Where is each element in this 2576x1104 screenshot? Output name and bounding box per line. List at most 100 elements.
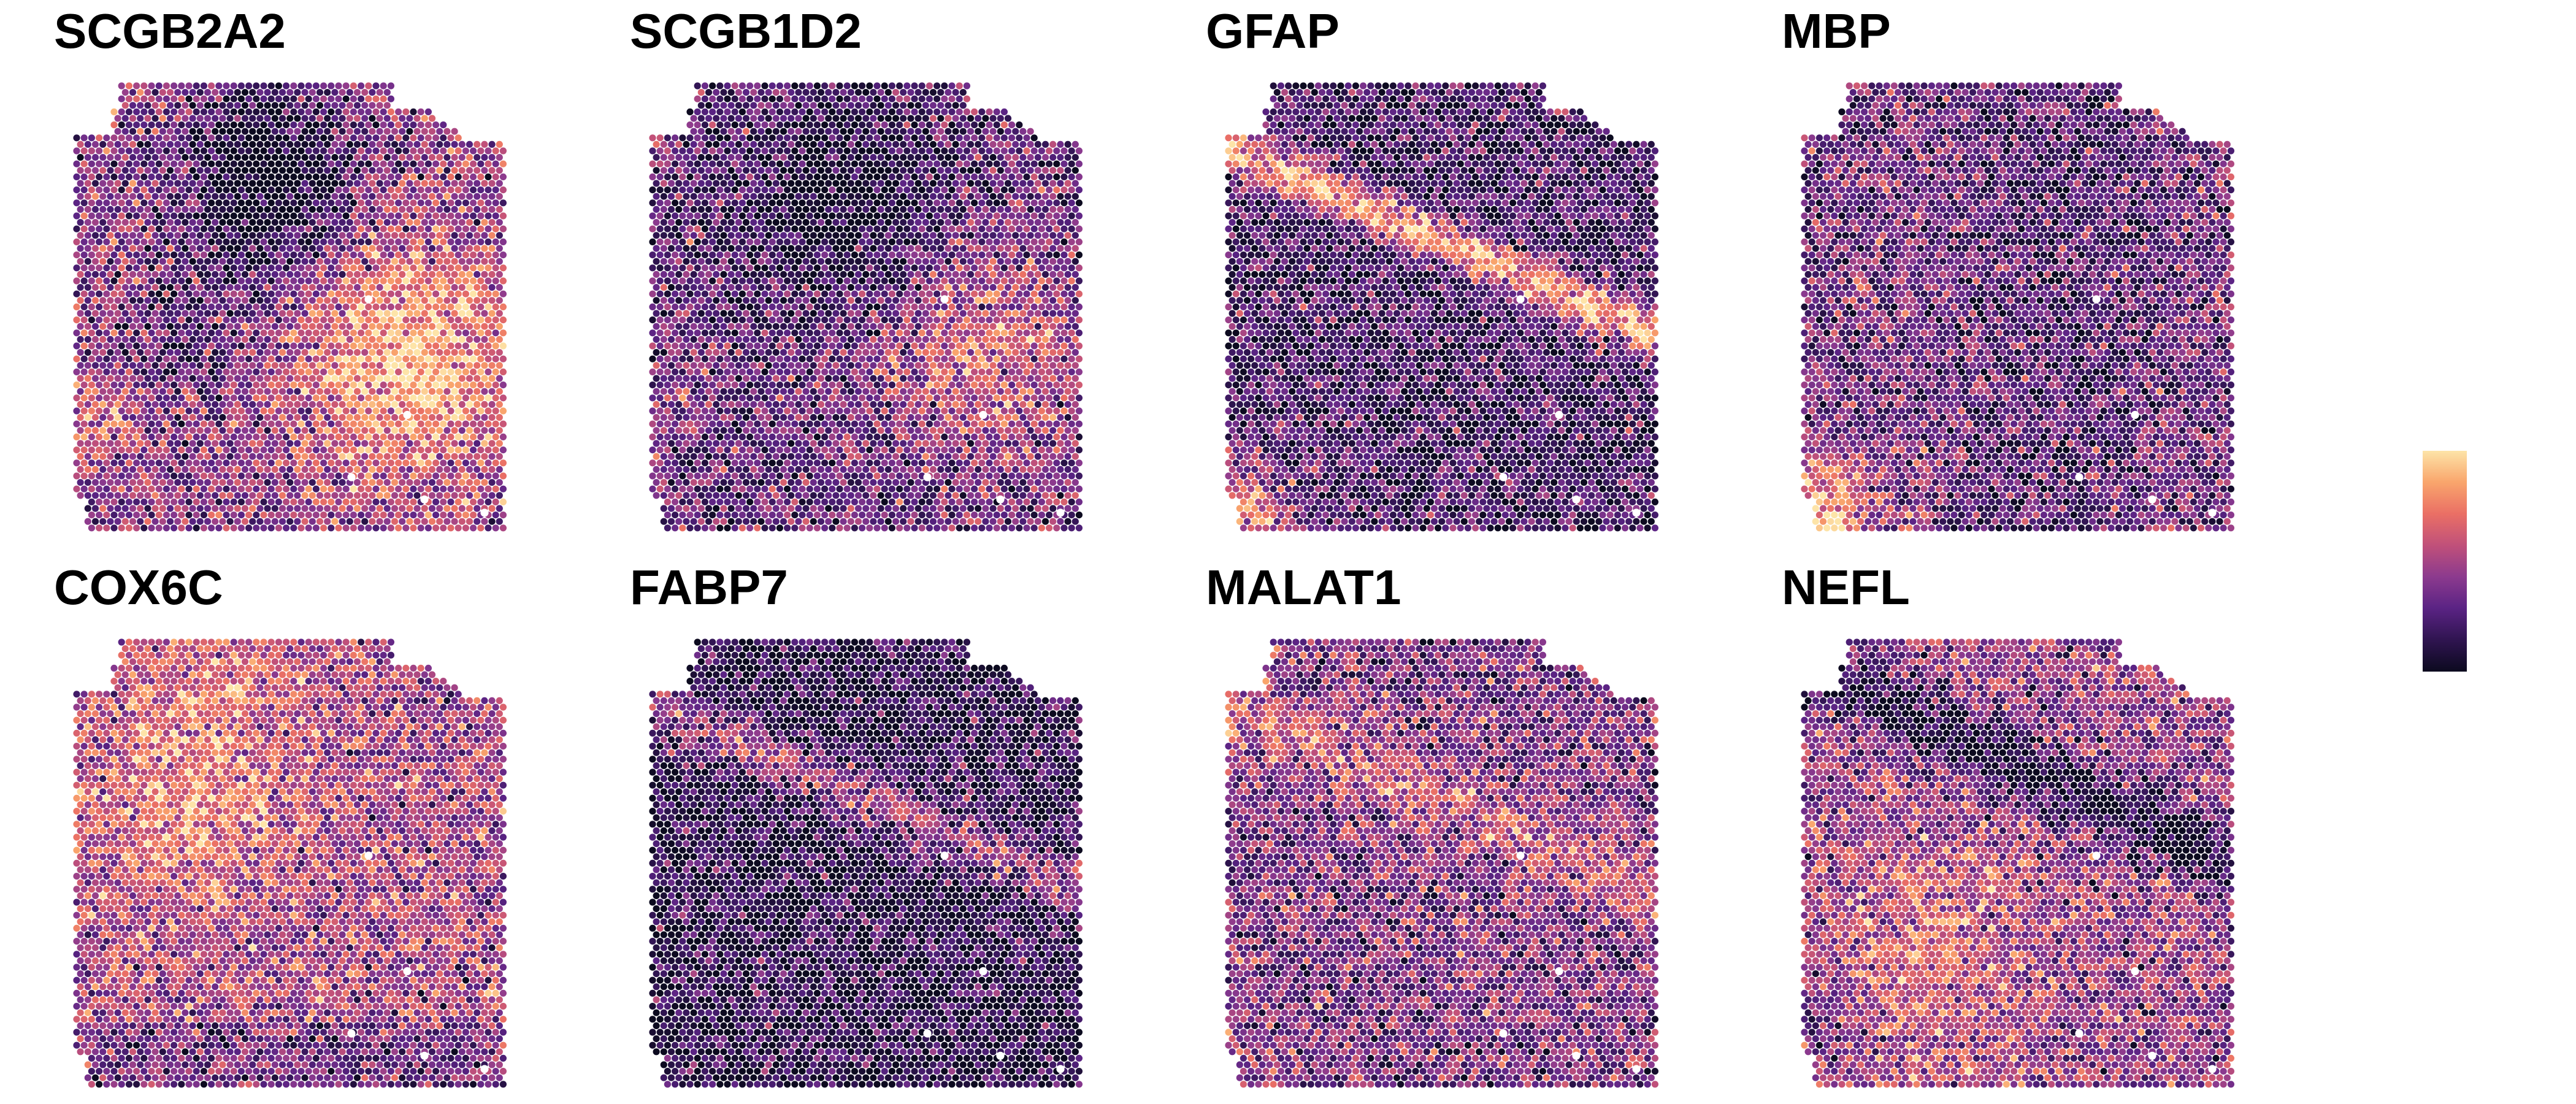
expression-spot bbox=[297, 186, 304, 193]
expression-spot bbox=[99, 232, 106, 239]
expression-spot bbox=[331, 232, 338, 239]
expression-spot bbox=[212, 232, 218, 239]
expression-spot bbox=[238, 147, 245, 154]
expression-spot bbox=[432, 212, 439, 219]
expression-spot bbox=[219, 141, 226, 148]
expression-spot bbox=[290, 82, 297, 89]
expression-spot bbox=[369, 193, 375, 200]
expression-spot bbox=[81, 251, 88, 258]
expression-spot bbox=[242, 206, 248, 213]
expression-spot bbox=[215, 186, 222, 193]
expression-spot bbox=[473, 180, 480, 186]
expression-spot bbox=[365, 161, 372, 167]
expression-spot bbox=[219, 115, 226, 121]
expression-spot bbox=[358, 186, 364, 193]
expression-spot bbox=[481, 245, 488, 251]
expression-spot bbox=[473, 232, 480, 239]
expression-spot bbox=[309, 167, 316, 174]
expression-spot bbox=[365, 121, 372, 128]
expression-spot bbox=[459, 154, 466, 161]
expression-spot bbox=[110, 121, 117, 128]
expression-spot bbox=[174, 128, 181, 135]
expression-spot bbox=[455, 212, 462, 219]
expression-spot bbox=[197, 115, 204, 121]
expression-spot bbox=[85, 180, 91, 186]
expression-spot bbox=[272, 232, 278, 239]
expression-spot bbox=[107, 232, 113, 239]
expression-spot bbox=[88, 174, 95, 180]
expression-spot bbox=[129, 219, 136, 226]
expression-spot bbox=[96, 147, 102, 154]
expression-spot bbox=[485, 199, 491, 206]
expression-spot bbox=[260, 174, 267, 180]
expression-spot bbox=[249, 115, 256, 121]
expression-spot bbox=[144, 219, 151, 226]
expression-spot bbox=[343, 109, 350, 115]
expression-spot bbox=[208, 161, 215, 167]
expression-spot bbox=[406, 206, 413, 213]
expression-spot bbox=[372, 212, 379, 219]
expression-spot bbox=[432, 226, 439, 232]
expression-spot bbox=[320, 212, 327, 219]
expression-spot bbox=[137, 219, 144, 226]
expression-spot bbox=[260, 226, 267, 232]
expression-spot bbox=[245, 174, 252, 180]
expression-spot bbox=[410, 199, 416, 206]
expression-spot bbox=[234, 193, 241, 200]
expression-spot bbox=[331, 167, 338, 174]
expression-spot bbox=[365, 134, 372, 141]
expression-spot bbox=[107, 219, 113, 226]
expression-spot bbox=[451, 232, 458, 239]
expression-spot bbox=[103, 212, 110, 219]
expression-spot bbox=[215, 109, 222, 115]
expression-spot bbox=[447, 199, 454, 206]
expression-spot bbox=[402, 109, 409, 115]
expression-spot bbox=[294, 232, 301, 239]
expression-spot bbox=[339, 219, 346, 226]
expression-spot bbox=[249, 128, 256, 135]
expression-spot bbox=[466, 232, 473, 239]
expression-spot bbox=[294, 193, 301, 200]
expression-spot bbox=[380, 226, 387, 232]
expression-spot bbox=[242, 232, 248, 239]
expression-spot bbox=[215, 199, 222, 206]
expression-spot bbox=[481, 154, 488, 161]
expression-spot bbox=[429, 141, 435, 148]
expression-spot bbox=[436, 154, 443, 161]
expression-spot bbox=[279, 232, 286, 239]
expression-spot bbox=[96, 186, 102, 193]
expression-spot bbox=[140, 212, 147, 219]
expression-spot bbox=[432, 239, 439, 245]
expression-spot bbox=[227, 245, 234, 251]
expression-spot bbox=[260, 134, 267, 141]
expression-spot bbox=[372, 82, 379, 89]
expression-spot bbox=[443, 128, 450, 135]
expression-spot bbox=[391, 115, 398, 121]
expression-spot bbox=[350, 96, 357, 102]
expression-spot bbox=[242, 245, 248, 251]
expression-spot bbox=[388, 161, 394, 167]
expression-spot bbox=[197, 167, 204, 174]
expression-spot bbox=[294, 102, 301, 109]
expression-spot bbox=[152, 219, 159, 226]
expression-spot bbox=[354, 232, 361, 239]
expression-spot bbox=[92, 167, 99, 174]
expression-spot bbox=[361, 115, 368, 121]
expression-spot bbox=[347, 102, 353, 109]
expression-spot bbox=[414, 141, 421, 148]
expression-spot bbox=[99, 167, 106, 174]
expression-spot bbox=[328, 82, 334, 89]
expression-spot bbox=[88, 199, 95, 206]
expression-spot bbox=[388, 174, 394, 180]
expression-spot bbox=[459, 141, 466, 148]
expression-spot bbox=[129, 115, 136, 121]
expression-spot bbox=[129, 89, 136, 96]
expression-spot bbox=[110, 147, 117, 154]
expression-spot bbox=[96, 212, 102, 219]
expression-spot bbox=[163, 174, 170, 180]
expression-spot bbox=[489, 154, 496, 161]
expression-spot bbox=[204, 102, 211, 109]
expression-spot bbox=[227, 180, 234, 186]
expression-spot bbox=[185, 161, 192, 167]
expression-spot bbox=[234, 128, 241, 135]
